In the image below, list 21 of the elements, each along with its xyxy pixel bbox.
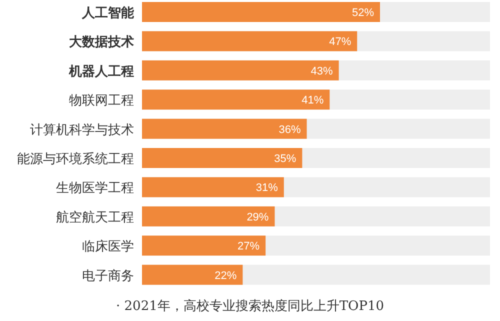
data-label: 43%	[310, 65, 334, 78]
data-label: 29%	[246, 211, 269, 224]
y-tick-label: 能源与环境系统工程	[17, 151, 134, 166]
y-tick-label: 计算机科学与技术	[30, 122, 134, 137]
data-label: 35%	[274, 153, 296, 165]
data-label: 41%	[302, 94, 324, 107]
data-label: 36%	[278, 124, 301, 136]
y-tick-label: 电子商务	[82, 268, 134, 283]
y-tick-label: 人工智能	[81, 5, 135, 20]
y-tick-label: 临床医学	[82, 238, 134, 254]
data-label: 47%	[329, 36, 352, 48]
y-tick-label: 机器人工程	[68, 63, 134, 78]
text: · 2021年，高校专业搜索热度同比上升TOP10	[116, 298, 384, 314]
data-label: 27%	[238, 240, 260, 253]
y-tick-label: 生物医学工程	[56, 180, 134, 196]
y-tick-label: 航空航天工程	[56, 209, 134, 224]
data-label: 22%	[214, 270, 237, 282]
y-tick-label: 大数据技术	[69, 34, 134, 50]
y-tick-label: 物联网工程	[69, 92, 134, 108]
data-label: 52%	[352, 7, 374, 19]
data-label: 31%	[256, 182, 278, 194]
